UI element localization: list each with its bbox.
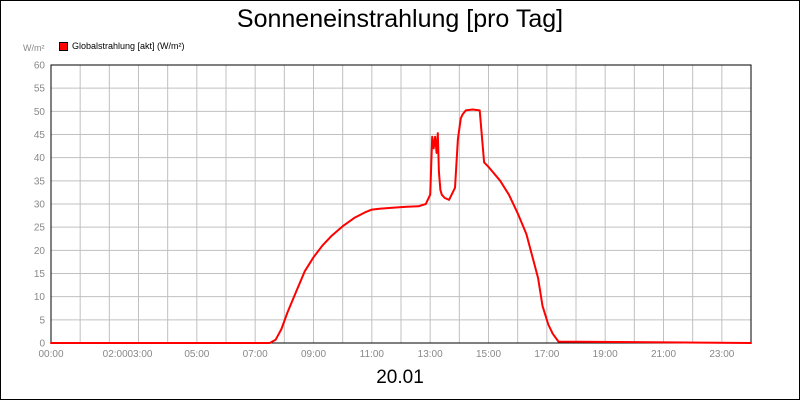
y-tick-label: 35 [34,176,46,187]
y-axis-unit-label: W/m² [23,43,45,53]
x-tick-label: 21:00 [651,349,676,360]
x-tick-label: 00:00 [38,349,63,360]
x-tick-label: 15:00 [476,349,501,360]
plot-area-border [50,64,752,344]
x-tick-label: 11:00 [360,349,385,360]
x-tick-label: 17:00 [534,349,559,360]
x-tick-label: 02:00 [103,349,128,360]
x-tick-label: 19:00 [593,349,618,360]
y-tick-label: 55 [34,84,46,95]
series-line-globalstrahlung [50,108,752,344]
chart-title: Sonneneinstrahlung [pro Tag] [236,5,564,33]
x-tick-label: 09:00 [301,349,326,360]
x-tick-label: 07:00 [243,349,268,360]
x-tick-label: 13:00 [418,349,443,360]
y-tick-label: 25 [34,223,46,234]
y-tick-label: 15 [34,269,46,280]
x-axis-date-label: 20.01 [376,367,424,388]
x-tick-label: 03:00 [127,349,152,360]
y-tick-label: 60 [34,61,46,72]
y-tick-label: 10 [34,292,46,303]
x-tick-label: 23:00 [709,349,734,360]
legend-entry-label: Globalstrahlung [akt] (W/m²) [72,41,185,51]
y-tick-label: 50 [34,107,46,118]
legend: Globalstrahlung [akt] (W/m²) [59,39,185,53]
y-tick-label: 45 [34,130,46,141]
y-tick-label: 30 [34,200,46,211]
x-tick-label: 05:00 [184,349,209,360]
y-tick-label: 40 [34,153,46,164]
legend-swatch [59,41,68,51]
y-tick-label: 20 [34,246,46,257]
y-tick-label: 5 [39,315,45,326]
y-tick-label: 0 [39,339,45,350]
